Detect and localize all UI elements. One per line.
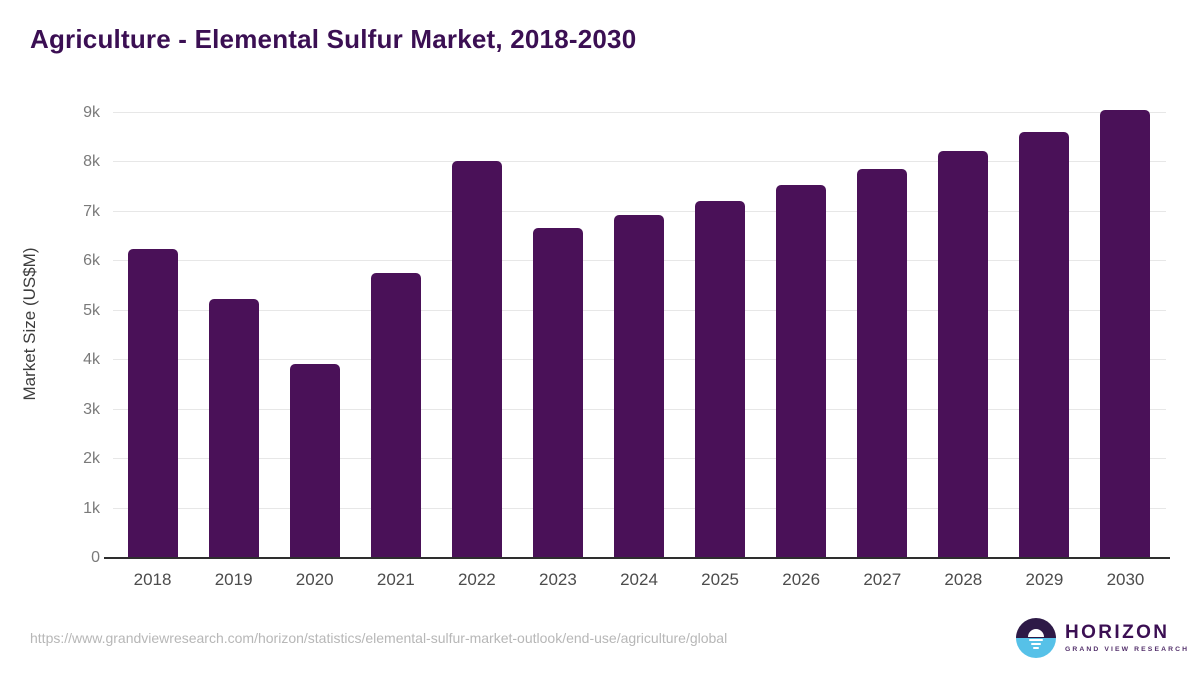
bar-2024[interactable] xyxy=(614,214,664,558)
x-tick-label: 2020 xyxy=(295,570,334,589)
bar-2019[interactable] xyxy=(208,298,259,558)
bar-2027[interactable] xyxy=(857,168,908,558)
sun-reflection-line xyxy=(1029,639,1043,641)
bar-2018[interactable] xyxy=(127,249,178,558)
y-tick-label: 6k xyxy=(83,252,100,270)
x-tick-label: 2025 xyxy=(701,570,739,589)
bar-slot xyxy=(761,90,842,558)
y-tick-label: 3k xyxy=(83,400,100,418)
page-title: Agriculture - Elemental Sulfur Market, 2… xyxy=(30,24,637,54)
bar-2026[interactable] xyxy=(776,184,827,558)
logo-subtitle: GRAND VIEW RESEARCH xyxy=(1065,646,1190,653)
bar-2023[interactable] xyxy=(532,228,583,558)
sun-shape xyxy=(1028,629,1044,637)
sun-reflection-line xyxy=(1033,647,1039,649)
bar-slot xyxy=(680,90,761,558)
bar-slot xyxy=(193,90,274,558)
bar-slot xyxy=(1085,90,1166,558)
logo-text: HORIZON GRAND VIEW RESEARCH xyxy=(1065,622,1190,654)
source-url: https://www.grandviewresearch.com/horizo… xyxy=(30,630,728,646)
gridline xyxy=(113,161,1166,163)
bar-slot xyxy=(436,90,517,558)
x-tick-label: 2027 xyxy=(863,570,902,589)
bar-slot xyxy=(274,90,355,558)
bar-2021[interactable] xyxy=(370,273,421,558)
y-axis-title: Market Size (US$M) xyxy=(20,247,39,401)
bar-slot xyxy=(355,90,436,558)
y-tick-label: 8k xyxy=(83,153,100,171)
x-tick-label: 2028 xyxy=(944,570,983,589)
bar-slot xyxy=(842,90,923,558)
gridline xyxy=(113,210,1166,212)
y-tick-label: 2k xyxy=(83,450,100,468)
bar-slot xyxy=(112,90,193,558)
x-tick-labels: 2018 2019 2020 2021 2022 2023 2024 2025 2026 2027… xyxy=(112,570,1166,590)
bar-2028[interactable] xyxy=(938,151,989,558)
y-tick-label: 5k xyxy=(83,301,100,319)
x-tick-label: 2029 xyxy=(1025,570,1064,589)
y-tick-label: 4k xyxy=(83,351,100,369)
x-tick-label: 2026 xyxy=(782,570,821,589)
x-tick-label: 2023 xyxy=(539,570,577,589)
bar-2025[interactable] xyxy=(695,201,746,558)
plot-area: 0 1k 2k 3k 4k 5k 6k 7k 8k 9k xyxy=(83,90,1170,566)
x-tick-label: 2018 xyxy=(133,570,172,589)
x-tick-label: 2019 xyxy=(214,570,253,589)
bars xyxy=(112,90,1166,558)
x-tick-label: 2024 xyxy=(620,570,658,589)
horizon-sun-icon xyxy=(1016,618,1056,658)
gridline xyxy=(113,112,1166,113)
bar-slot xyxy=(923,90,1004,558)
x-axis-line xyxy=(104,557,1170,559)
bar-2029[interactable] xyxy=(1019,131,1070,558)
logo-wordmark: HORIZON xyxy=(1065,622,1170,643)
y-tick-label: 1k xyxy=(83,499,100,517)
bar-slot xyxy=(598,90,679,558)
bar-2020[interactable] xyxy=(289,363,340,558)
x-tick-label: 2030 xyxy=(1106,570,1145,589)
bar-2022[interactable] xyxy=(451,160,502,558)
bar-2030[interactable] xyxy=(1100,110,1151,558)
bar-slot xyxy=(517,90,598,558)
bar-slot xyxy=(1004,90,1085,558)
sun-reflection-line xyxy=(1031,643,1041,645)
y-tick-label: 0 xyxy=(91,549,100,566)
y-tick-label: 9k xyxy=(83,104,100,121)
y-tick-label: 7k xyxy=(83,202,100,220)
x-tick-label: 2022 xyxy=(457,570,496,589)
x-tick-label: 2021 xyxy=(376,570,415,589)
horizon-logo: HORIZON GRAND VIEW RESEARCH xyxy=(1016,618,1189,658)
